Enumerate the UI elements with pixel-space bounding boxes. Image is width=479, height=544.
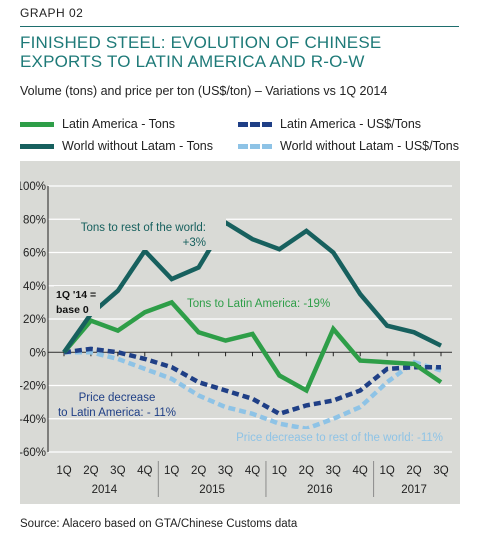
annotation-bg (80, 216, 226, 250)
x-tick-label: 4Q (137, 465, 152, 477)
source-note: Source: Alacero based on GTA/Chinese Cus… (20, 518, 298, 530)
x-tick-label: 3Q (326, 465, 341, 477)
annotation-bg (185, 295, 332, 310)
legend-item-latam-price: Latin America - US$/Tons (238, 116, 421, 132)
legend-swatch-row-tons (20, 144, 54, 150)
series-line-latam-price (63, 346, 441, 417)
y-tick-label: -60% (20, 447, 46, 459)
annotation-latam-price: Price decrease (79, 392, 156, 404)
series-line-row-tons (62, 219, 442, 354)
series-line-latam-tons (62, 299, 443, 394)
legend-swatch-latam-price (238, 122, 272, 128)
graph-label: GRAPH 02 (20, 6, 84, 20)
x-tick-label: 3Q (110, 465, 125, 477)
legend-item-row-price: World without Latam - US$/Tons (238, 138, 459, 154)
x-tick-label: 3Q (218, 465, 233, 477)
annotation-base: base 0 (56, 304, 89, 316)
year-label: 2014 (92, 484, 118, 496)
x-tick-label: 2Q (191, 465, 206, 477)
legend-item-row-tons: World without Latam - Tons (20, 138, 213, 154)
y-tick-label: 80% (23, 214, 46, 226)
legend-label-latam-price: Latin America - US$/Tons (280, 117, 422, 131)
x-tick-label: 1Q (164, 465, 179, 477)
chart-title: FINISHED STEEL: EVOLUTION OF CHINESE EXP… (20, 33, 382, 71)
x-tick-label: 2Q (299, 465, 314, 477)
x-tick-label: 2Q (406, 465, 421, 477)
x-tick-label: 3Q (433, 465, 448, 477)
annotation-row-price: Price decrease to rest of the world: -11… (236, 432, 443, 444)
annotation-row-tons: +3% (183, 237, 206, 249)
y-tick-label: 100% (20, 181, 46, 193)
x-tick-label: 1Q (272, 465, 287, 477)
year-label: 2016 (307, 484, 333, 496)
y-tick-label: -40% (20, 414, 46, 426)
y-tick-label: -20% (20, 381, 46, 393)
x-tick-label: 1Q (379, 465, 394, 477)
legend-item-latam-tons: Latin America - Tons (20, 116, 175, 132)
annotation-bg (234, 429, 446, 444)
x-tick-label: 4Q (353, 465, 368, 477)
annotation-base: 1Q '14 = (56, 289, 96, 301)
y-tick-label: 40% (23, 281, 46, 293)
y-tick-label: 0% (29, 347, 46, 359)
legend-swatch-row-price (238, 144, 272, 150)
chart-area: 100% 80% 60% 40% 20% 0% -20% -40% -60% 1Q 2Q 3Q 4Q 1Q… (20, 161, 460, 504)
annotation-latam-price: to Latin America: - 11% (58, 407, 176, 419)
chart-subtitle: Volume (tons) and price per ton (US$/ton… (20, 84, 388, 98)
line-chart: 100% 80% 60% 40% 20% 0% -20% -40% -60% 1Q 2Q 3Q 4Q 1Q… (20, 181, 452, 497)
x-tick-label: 2Q (83, 465, 98, 477)
x-tick-label: 1Q (56, 465, 71, 477)
legend-label-row-price: World without Latam - US$/Tons (280, 139, 460, 153)
top-rule (20, 26, 459, 27)
legend-label-latam-tons: Latin America - Tons (62, 117, 176, 131)
annotation-latam-tons: Tons to Latin America: -19% (187, 298, 330, 310)
year-label: 2015 (199, 484, 225, 496)
x-tick-label: 4Q (245, 465, 260, 477)
legend-label-row-tons: World without Latam - Tons (62, 139, 213, 153)
annotation-bg (54, 286, 100, 316)
annotation-row-tons: Tons to rest of the world: (81, 222, 206, 234)
y-tick-label: 20% (23, 314, 46, 326)
year-label: 2017 (401, 484, 427, 496)
legend-swatch-latam-tons (20, 122, 54, 128)
y-tick-label: 60% (23, 248, 46, 260)
series-line-row-price (64, 350, 442, 432)
